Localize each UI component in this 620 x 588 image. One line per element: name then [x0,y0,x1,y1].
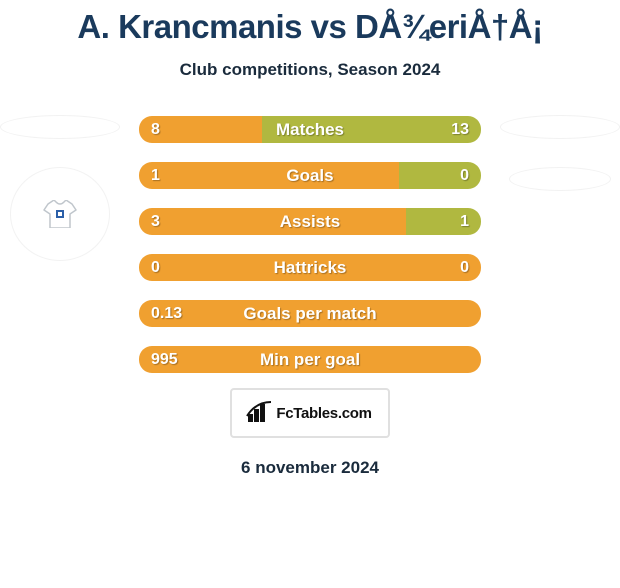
stat-label: Goals per match [243,304,376,324]
stat-label: Matches [276,120,344,140]
snapshot-date: 6 november 2024 [0,458,620,478]
stat-bar-matches: 8 13 Matches [138,115,482,144]
stat-right-value: 13 [451,121,469,139]
comparison-subtitle: Club competitions, Season 2024 [0,60,620,80]
stat-label: Goals [286,166,333,186]
stat-label: Hattricks [274,258,347,278]
left-player-flag-placeholder [0,115,120,139]
stat-bars: 8 13 Matches 1 0 Goals 3 1 Assists 0 0 Hattricks 0.1… [138,115,482,374]
stat-label: Assists [280,212,340,232]
shirt-icon [42,200,78,228]
logo-text: FcTables.com [276,405,371,422]
stat-left-value: 1 [151,167,160,185]
stat-left-value: 3 [151,213,160,231]
stat-right-value: 0 [460,259,469,277]
left-player-col [0,115,120,261]
right-player-col [500,115,620,191]
stat-bar-assists: 3 1 Assists [138,207,482,236]
stat-bar-right-fill [406,208,481,235]
fctables-logo[interactable]: FcTables.com [230,388,390,438]
right-player-flag-placeholder [500,115,620,139]
stat-bar-min-per-goal: 995 Min per goal [138,345,482,374]
stat-bar-goals: 1 0 Goals [138,161,482,190]
stat-right-value: 1 [460,213,469,231]
stat-bar-goals-per-match: 0.13 Goals per match [138,299,482,328]
bar-chart-icon [248,404,270,422]
left-player-club-badge [10,167,110,261]
stat-left-value: 8 [151,121,160,139]
player-comparison-card: A. Krancmanis vs DÅ¾eriÅ†Å¡ Club competi… [0,8,620,478]
stat-bar-left-fill [139,208,406,235]
stat-label: Min per goal [260,350,360,370]
stat-left-value: 995 [151,351,178,369]
stat-left-value: 0.13 [151,305,182,323]
stat-right-value: 0 [460,167,469,185]
stat-left-value: 0 [151,259,160,277]
stat-bar-left-fill [139,162,399,189]
right-player-club-placeholder [509,167,611,191]
comparison-body: 8 13 Matches 1 0 Goals 3 1 Assists 0 0 Hattricks 0.1… [0,115,620,374]
comparison-title: A. Krancmanis vs DÅ¾eriÅ†Å¡ [0,8,620,46]
stat-bar-hattricks: 0 0 Hattricks [138,253,482,282]
